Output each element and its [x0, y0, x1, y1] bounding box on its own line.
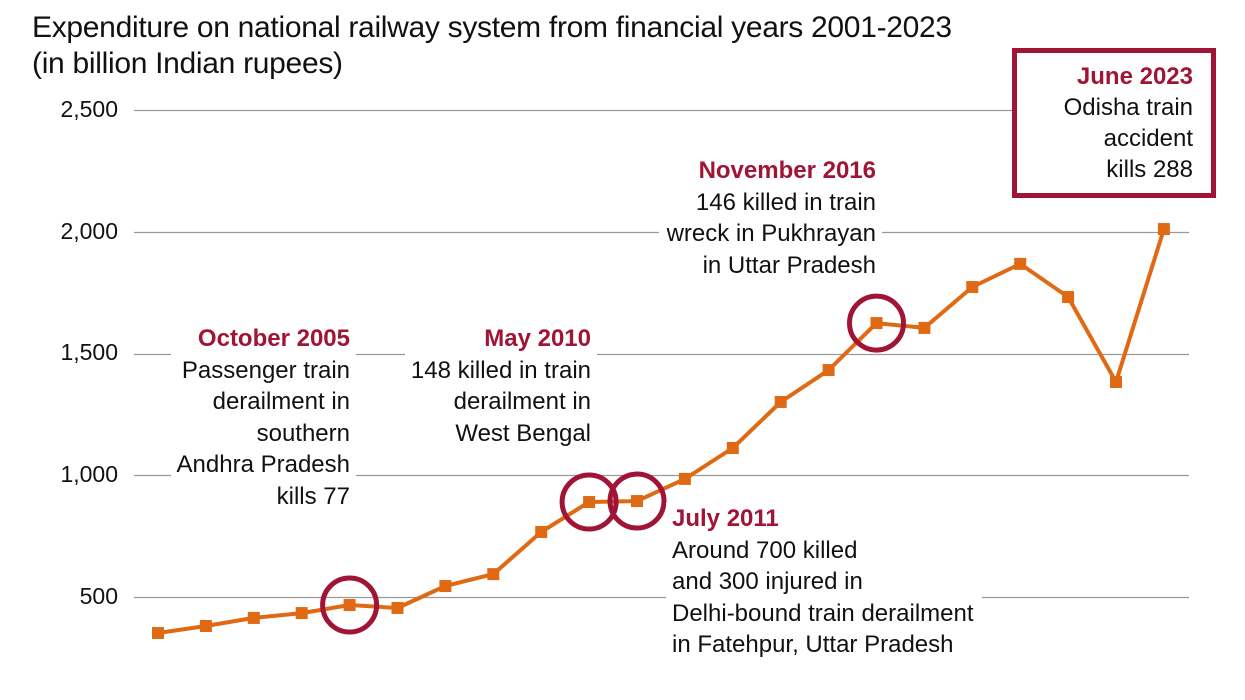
annotation-line: Odisha train — [1063, 94, 1193, 121]
annotation-line: accident — [1103, 125, 1193, 152]
annotation-line: and 300 injured in — [672, 568, 863, 595]
data-point-marker — [966, 281, 979, 294]
annotation-date: October 2005 — [197, 325, 350, 352]
data-point-marker — [152, 627, 164, 640]
highlight-circle — [320, 575, 380, 635]
data-point-marker — [774, 395, 787, 408]
annotation-date: May 2010 — [484, 325, 591, 352]
y-tick-2500: 2,500 — [60, 96, 118, 122]
annotation-november-2016: November 2016 146 killed in train wreck … — [658, 155, 882, 281]
data-point-marker — [295, 607, 308, 620]
y-tick-500: 500 — [79, 583, 118, 609]
y-tick-1000: 1,000 — [60, 461, 118, 487]
data-point-marker — [678, 472, 691, 485]
annotation-line: derailment in — [453, 388, 591, 415]
data-point-marker — [535, 525, 548, 538]
annotation-line: in Fatehpur, Uttar Pradesh — [672, 631, 954, 658]
data-point-marker — [822, 364, 835, 377]
data-point-marker — [439, 580, 452, 593]
data-point-marker — [631, 495, 643, 508]
annotation-july-2011: July 2011 Around 700 killed and 300 inju… — [666, 503, 982, 661]
y-tick-2000: 2,000 — [60, 218, 118, 244]
event-highlight-circles — [320, 293, 906, 635]
annotation-line: West Bengal — [455, 419, 591, 447]
annotation-line: derailment in — [212, 388, 350, 415]
annotation-line: kills 77 — [276, 482, 350, 510]
data-point-marker — [1062, 291, 1075, 304]
data-point-marker — [343, 599, 356, 612]
data-point-marker — [870, 317, 883, 330]
annotation-october-2005: October 2005 Passenger train derailment … — [170, 323, 356, 512]
data-point-marker — [1157, 223, 1170, 236]
annotation-date: November 2016 — [698, 157, 876, 184]
annotation-line: 148 killed in train — [410, 356, 591, 384]
y-tick-1500: 1,500 — [60, 339, 118, 365]
data-point-marker — [247, 611, 260, 624]
highlight-circle — [559, 472, 619, 532]
annotation-line: southern — [256, 419, 350, 447]
annotation-line: Around 700 killed — [672, 536, 858, 564]
data-point-marker — [583, 496, 596, 509]
annotation-line: wreck in Pukhrayan — [666, 220, 876, 247]
highlight-circle — [607, 471, 667, 531]
data-point-marker — [1110, 375, 1122, 388]
data-point-marker — [726, 441, 739, 454]
annotation-may-2010: May 2010 148 killed in train derailment … — [404, 323, 597, 449]
chart-title-line1: Expenditure on national railway system f… — [32, 11, 952, 44]
annotation-line: Delhi-bound train derailment — [672, 599, 974, 627]
data-point-marker — [918, 321, 931, 334]
annotation-date: June 2023 — [1076, 63, 1193, 90]
annotation-line: Passenger train — [181, 356, 350, 384]
data-point-marker — [199, 619, 212, 632]
annotation-line: Andhra Pradesh — [176, 451, 350, 478]
annotation-line: 146 killed in train — [695, 188, 876, 216]
data-point-marker — [487, 568, 500, 581]
chart-title-line2: (in billion Indian rupees) — [32, 47, 343, 80]
data-point-marker — [1014, 257, 1027, 270]
annotation-line: in Uttar Pradesh — [702, 251, 876, 279]
chart-title: Expenditure on national railway system f… — [32, 10, 952, 82]
highlight-circle — [847, 293, 906, 353]
annotation-line: kills 288 — [1106, 156, 1193, 183]
data-point-marker — [391, 601, 404, 614]
annotation-june-2023: June 2023 Odisha train accident kills 28… — [1012, 48, 1216, 198]
annotation-date: July 2011 — [672, 505, 779, 532]
